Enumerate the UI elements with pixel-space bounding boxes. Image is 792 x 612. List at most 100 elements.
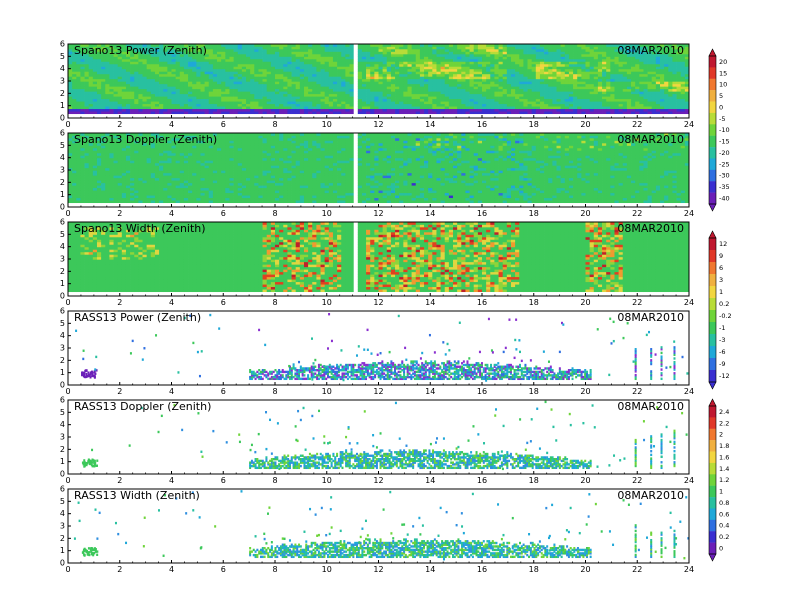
heatmap-cell <box>593 73 599 77</box>
heatmap-cell <box>494 93 499 97</box>
heatmap-cell <box>101 177 106 181</box>
heatmap-cell <box>295 98 301 102</box>
heatmap-cell <box>626 73 632 77</box>
heatmap-cell <box>204 93 210 97</box>
heatmap-cell <box>494 106 499 110</box>
heatmap-cell <box>88 48 94 52</box>
heatmap-cell <box>374 83 379 87</box>
heatmap-cell <box>469 46 475 50</box>
heatmap-cell <box>527 63 533 67</box>
heatmap-cell <box>312 46 317 50</box>
heatmap-cell <box>250 46 255 50</box>
heatmap-cell <box>395 56 400 60</box>
heatmap-cell <box>382 93 388 97</box>
heatmap-cell <box>639 53 644 57</box>
heatmap-cell <box>192 66 197 70</box>
heatmap-cell <box>146 190 152 194</box>
heatmap-cell <box>593 46 599 50</box>
heatmap-cell <box>457 51 462 55</box>
heatmap-cell <box>473 83 479 87</box>
heatmap-cell <box>175 48 181 52</box>
heatmap-cell <box>651 76 657 80</box>
heatmap-cell <box>72 190 77 194</box>
heatmap-cell <box>92 66 98 70</box>
heatmap-cell <box>448 83 454 87</box>
heatmap-cell <box>407 88 412 92</box>
heatmap-cell <box>76 83 81 87</box>
heatmap-cell <box>299 78 305 82</box>
heatmap-cell <box>125 101 131 105</box>
heatmap-cell <box>415 76 421 80</box>
heatmap-cell <box>490 53 495 57</box>
heatmap-cell <box>337 81 342 85</box>
heatmap-cell <box>159 44 164 47</box>
heatmap-cell <box>589 111 595 115</box>
heatmap-cell <box>76 58 81 62</box>
heatmap-cell <box>125 111 131 115</box>
heatmap-cell <box>283 108 288 112</box>
heatmap-cell <box>287 76 292 80</box>
heatmap-cell <box>448 111 454 115</box>
heatmap-cell <box>477 103 483 107</box>
heatmap-cell <box>573 51 578 55</box>
heatmap-cell <box>142 195 148 199</box>
heatmap-cell <box>159 88 164 92</box>
heatmap-cell <box>631 51 636 55</box>
heatmap-cell <box>593 78 599 82</box>
heatmap-cell <box>212 91 218 95</box>
heatmap-cell <box>626 106 632 110</box>
heatmap-cell <box>154 53 160 57</box>
heatmap-cell <box>502 98 508 102</box>
heatmap-cell <box>469 48 475 52</box>
heatmap-cell <box>125 150 131 154</box>
heatmap-cell <box>92 91 98 95</box>
heatmap-cell <box>109 152 114 156</box>
heatmap-cell <box>502 44 508 47</box>
heatmap-cell <box>453 93 458 97</box>
heatmap-cell <box>585 71 590 75</box>
x-tick-label: 14 <box>425 120 435 129</box>
heatmap-cell <box>303 93 309 97</box>
heatmap-cell <box>357 61 363 65</box>
heatmap-cell <box>287 83 292 87</box>
heatmap-cell <box>506 96 512 100</box>
heatmap-cell <box>622 58 628 62</box>
heatmap-cell <box>117 180 123 184</box>
heatmap-cell <box>519 83 524 87</box>
heatmap-cell <box>167 170 172 174</box>
heatmap-cell <box>167 53 172 57</box>
heatmap-cell <box>113 101 119 105</box>
heatmap-cell <box>109 46 114 50</box>
heatmap-cell <box>477 91 483 95</box>
heatmap-cell <box>101 147 106 151</box>
heatmap-cell <box>229 88 234 92</box>
heatmap-cell <box>506 81 512 85</box>
heatmap-cell <box>618 111 624 115</box>
heatmap-cell <box>382 83 388 87</box>
heatmap-cell <box>560 46 566 50</box>
heatmap-cell <box>320 86 326 90</box>
heatmap-cell <box>593 93 599 97</box>
heatmap-cell <box>316 44 321 47</box>
heatmap-cell <box>72 155 77 159</box>
heatmap-cell <box>477 63 483 67</box>
heatmap-cell <box>130 177 135 181</box>
heatmap-cell <box>622 101 628 105</box>
heatmap-cell <box>386 96 392 100</box>
heatmap-cell <box>299 93 305 97</box>
heatmap-cell <box>154 192 160 196</box>
heatmap-cell <box>361 44 367 47</box>
heatmap-cell <box>544 111 549 115</box>
heatmap-cell <box>217 56 222 60</box>
heatmap-cell <box>531 71 537 75</box>
heatmap-cell <box>154 83 160 87</box>
heatmap-cell <box>390 96 396 100</box>
heatmap-cell <box>241 68 247 72</box>
heatmap-cell <box>461 101 466 105</box>
heatmap-cell <box>142 73 148 77</box>
heatmap-cell <box>188 71 193 75</box>
heatmap-cell <box>241 106 247 110</box>
heatmap-cell <box>121 155 127 159</box>
heatmap-cell <box>502 51 508 55</box>
heatmap-cell <box>626 81 632 85</box>
